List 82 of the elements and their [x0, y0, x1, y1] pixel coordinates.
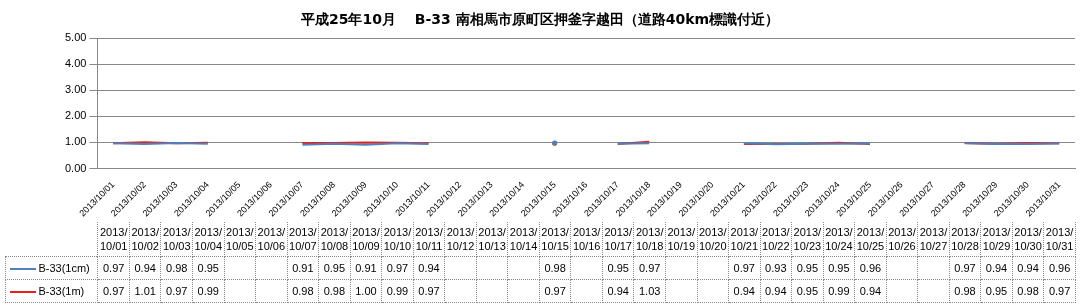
data-label: 0.99 — [823, 279, 855, 303]
data-label: 0.93 — [760, 256, 792, 280]
data-label: 1.01 — [129, 279, 161, 303]
y-tick-label: 5.00 — [64, 31, 87, 44]
category-label: 2013/10/18 — [635, 226, 664, 252]
category-label: 2013/10/03 — [162, 226, 191, 252]
category-label: 2013/10/19 — [667, 226, 695, 252]
category-label: 2013/10/31 — [1045, 226, 1074, 252]
category-label: 2013/10/05 — [226, 226, 254, 252]
data-label: 0.99 — [381, 279, 414, 303]
category-label: 2013/10/25 — [856, 226, 885, 252]
data-label: 0.97 — [1043, 279, 1076, 303]
data-label: 0.97 — [160, 279, 193, 303]
category-label: 2013/10/11 — [415, 226, 443, 252]
category-label: 2013/10/06 — [257, 226, 286, 252]
category-label: 2013/10/14 — [509, 226, 538, 252]
category-label: 2013/10/22 — [762, 226, 790, 252]
category-label: 2013/10/12 — [446, 226, 475, 252]
y-tick-label: 3.00 — [64, 83, 87, 96]
data-label: 0.96 — [1043, 256, 1076, 280]
data-label: 0.94 — [854, 279, 887, 303]
data-label: 0.95 — [791, 256, 824, 280]
data-label: 0.94 — [980, 256, 1013, 280]
y-tick-label: 1.00 — [64, 135, 87, 148]
data-label: 0.95 — [602, 256, 634, 280]
data-label: 1.03 — [633, 279, 666, 303]
data-label: 0.95 — [791, 279, 824, 303]
category-label: 2013/10/07 — [289, 226, 317, 252]
data-label: 0.94 — [602, 279, 634, 303]
category-label: 2013/10/29 — [982, 226, 1011, 252]
data-label: 0.97 — [97, 256, 130, 280]
category-label: 2013/10/17 — [604, 226, 632, 252]
data-label: 0.98 — [287, 279, 319, 303]
data-label: 0.97 — [97, 279, 130, 303]
data-label: 0.91 — [287, 256, 319, 280]
category-label: 2013/10/20 — [699, 226, 727, 252]
legend-label: B-33(1cm) — [5, 256, 98, 280]
category-label: 2013/10/26 — [888, 226, 916, 252]
legend-label: B-33(1m) — [5, 279, 98, 303]
data-label: 0.94 — [728, 279, 761, 303]
data-label: 0.97 — [381, 256, 414, 280]
data-label: 0.97 — [539, 279, 571, 303]
data-label: 0.98 — [1012, 279, 1044, 303]
data-label: 0.98 — [949, 279, 981, 303]
category-label: 2013/10/01 — [99, 226, 128, 252]
category-label: 2013/10/02 — [131, 226, 159, 252]
category-label: 2013/10/28 — [951, 226, 979, 252]
data-label: 0.98 — [539, 256, 571, 280]
category-label: 2013/10/16 — [572, 226, 601, 252]
category-label: 2013/10/21 — [730, 226, 759, 252]
data-label: 0.91 — [350, 256, 382, 280]
data-label: 0.95 — [192, 256, 225, 280]
data-label: 0.94 — [413, 256, 445, 280]
data-label: 0.94 — [1012, 256, 1044, 280]
category-label: 2013/10/15 — [541, 226, 569, 252]
data-label: 0.98 — [318, 279, 351, 303]
category-label: 2013/10/24 — [825, 226, 853, 252]
category-label: 2013/10/04 — [194, 226, 223, 252]
y-tick-label: 4.00 — [64, 57, 87, 70]
data-label: 0.97 — [633, 256, 666, 280]
y-tick-label: 0.00 — [64, 161, 87, 174]
data-label: 0.94 — [760, 279, 792, 303]
data-label: 0.97 — [413, 279, 445, 303]
data-label: 0.96 — [854, 256, 887, 280]
data-label: 0.95 — [318, 256, 351, 280]
category-label: 2013/10/30 — [1014, 226, 1042, 252]
data-label: 0.99 — [192, 279, 225, 303]
category-label: 2013/10/08 — [320, 226, 349, 252]
category-label: 2013/10/23 — [793, 226, 822, 252]
data-label: 0.97 — [728, 256, 761, 280]
data-label: 0.97 — [949, 256, 981, 280]
category-label: 2013/10/10 — [383, 226, 412, 252]
chart-title: 平成25年10月 B-33 南相馬市原町区押釜字越田（道路40km標識付近） — [299, 10, 780, 27]
data-label: 0.95 — [823, 256, 855, 280]
data-label: 0.98 — [160, 256, 193, 280]
data-label: 0.95 — [980, 279, 1013, 303]
category-label: 2013/10/09 — [352, 226, 380, 252]
y-tick-label: 2.00 — [64, 109, 87, 122]
category-label: 2013/10/27 — [919, 226, 948, 252]
data-label: 0.94 — [129, 256, 161, 280]
category-label: 2013/10/13 — [478, 226, 506, 252]
data-label: 1.00 — [350, 279, 382, 303]
